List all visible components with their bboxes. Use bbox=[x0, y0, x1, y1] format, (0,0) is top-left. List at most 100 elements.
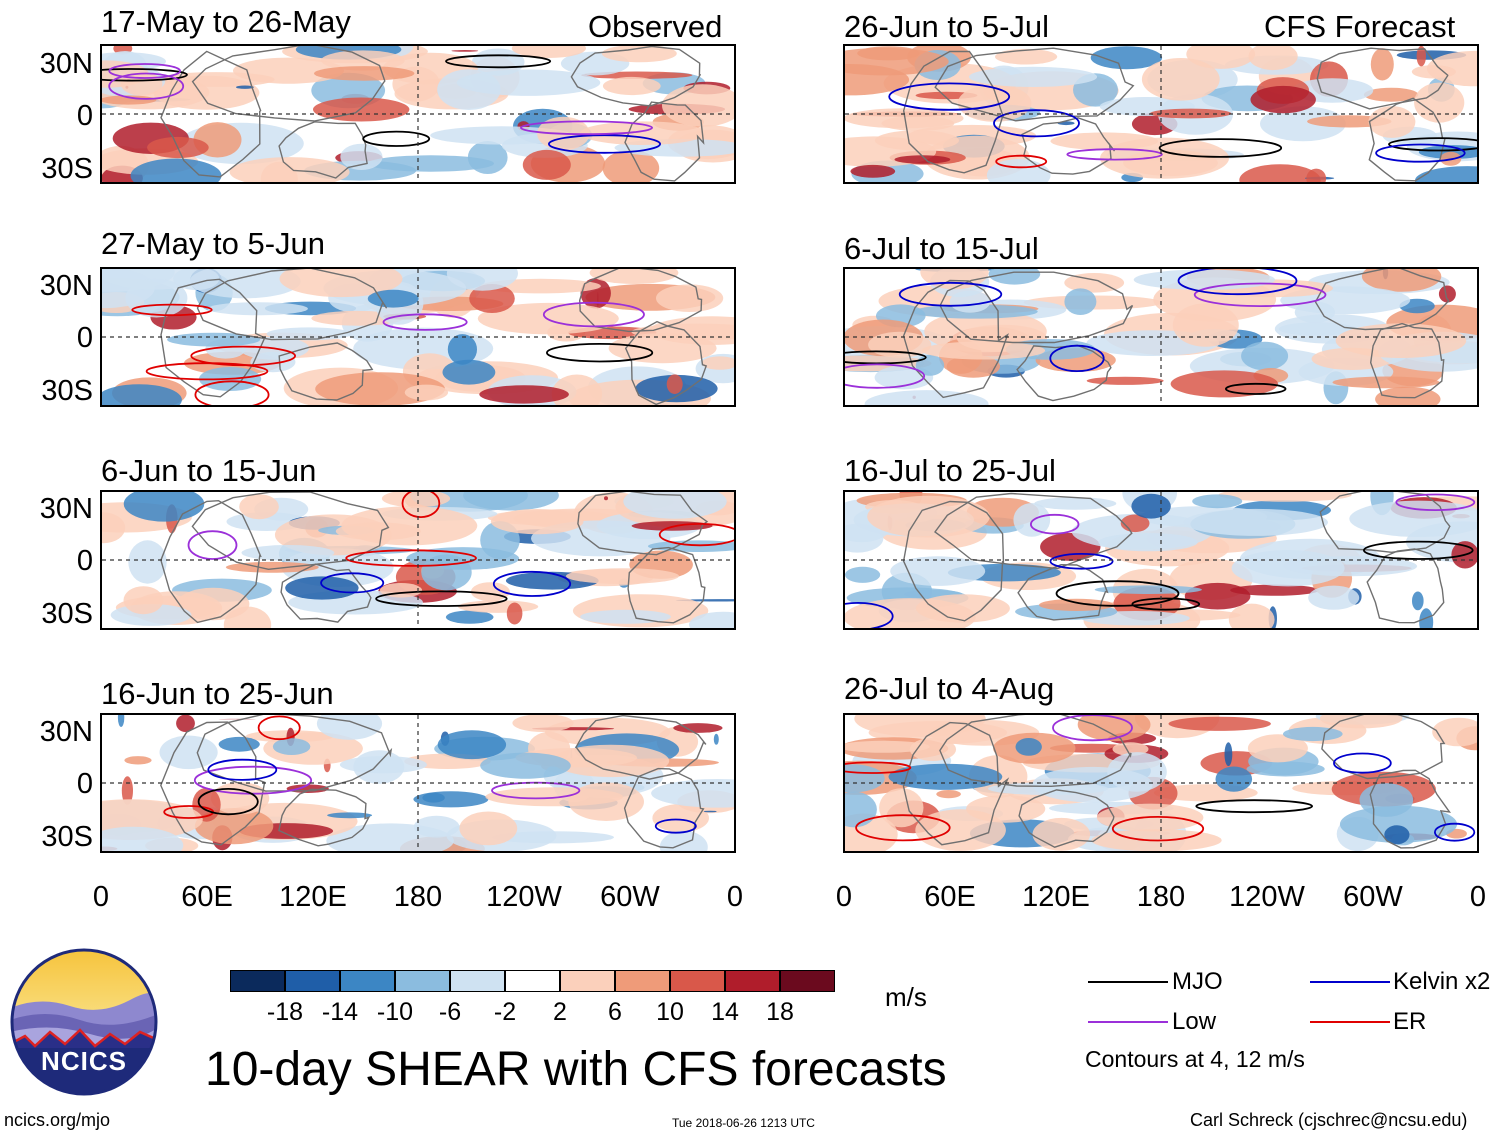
easterly-shear-blob bbox=[207, 302, 308, 316]
westerly-shear-blob bbox=[469, 284, 515, 313]
wave-contour bbox=[197, 788, 259, 816]
easterly-shear-blob bbox=[316, 715, 383, 740]
westerly-shear-blob bbox=[511, 46, 586, 58]
easterly-shear-blob bbox=[123, 492, 205, 522]
easterly-shear-blob bbox=[651, 779, 734, 808]
westerly-shear-blob bbox=[995, 48, 1058, 65]
map-panel-2 bbox=[100, 267, 736, 407]
westerly-shear-blob bbox=[102, 512, 126, 544]
coastline bbox=[627, 546, 706, 624]
westerly-shear-blob bbox=[1168, 716, 1271, 731]
westerly-shear-blob bbox=[1170, 370, 1278, 398]
westerly-shear-blob bbox=[1361, 269, 1442, 292]
easterly-shear-blob bbox=[367, 155, 495, 172]
coastline bbox=[939, 715, 1132, 788]
wave-contour bbox=[845, 363, 926, 389]
coastline bbox=[191, 492, 390, 571]
westerly-shear-blob bbox=[868, 331, 932, 358]
footer-url[interactable]: ncics.org/mjo bbox=[4, 1110, 111, 1130]
lon-label-right-0: 0 bbox=[835, 881, 853, 913]
colorbar-tick: 18 bbox=[766, 998, 794, 1026]
westerly-shear-blob bbox=[1432, 717, 1477, 747]
easterly-shear-blob bbox=[1215, 766, 1253, 792]
easterly-shear-blob bbox=[1246, 761, 1325, 777]
westerly-shear-blob bbox=[656, 284, 724, 312]
lat-label-30s-p1: 30S bbox=[41, 153, 93, 185]
westerly-shear-blob bbox=[915, 594, 1010, 623]
colorbar-box bbox=[340, 970, 395, 992]
shading-layer bbox=[102, 46, 734, 182]
westerly-shear-blob bbox=[176, 715, 195, 732]
westerly-shear-blob bbox=[608, 333, 717, 364]
easterly-shear-blob bbox=[340, 143, 383, 170]
legend-line-low bbox=[1088, 1021, 1168, 1023]
shading-layer bbox=[845, 269, 1477, 405]
wave-contour bbox=[1375, 143, 1466, 163]
shear-field bbox=[845, 492, 1477, 628]
easterly-shear-blob bbox=[272, 738, 311, 755]
westerly-shear-blob bbox=[854, 715, 986, 737]
easterly-shear-blob bbox=[1349, 500, 1477, 537]
westerly-shear-blob bbox=[1426, 50, 1477, 87]
westerly-shear-blob bbox=[1368, 106, 1416, 138]
lat-label-30n-p3: 30N bbox=[39, 493, 93, 525]
westerly-shear-blob bbox=[1414, 82, 1465, 123]
legend-label-low: Low bbox=[1172, 1008, 1217, 1035]
wave-contour bbox=[1055, 580, 1180, 607]
panel-title-6: 6-Jul to 15-Jul bbox=[844, 231, 1039, 266]
coastline bbox=[280, 563, 372, 623]
easterly-shear-blob bbox=[1015, 738, 1042, 756]
westerly-shear-blob bbox=[512, 715, 574, 732]
lon-label-left-0: 0 bbox=[92, 881, 110, 913]
wave-contour bbox=[1362, 540, 1474, 560]
westerly-shear-blob bbox=[1032, 817, 1091, 851]
coastline bbox=[623, 767, 705, 849]
colorbar-box bbox=[615, 970, 670, 992]
panel-title-1: 17-May to 26-May bbox=[101, 4, 351, 39]
westerly-shear-blob bbox=[602, 76, 661, 96]
westerly-shear-blob bbox=[1218, 492, 1352, 502]
map-panel-1 bbox=[100, 44, 736, 184]
easterly-shear-blob bbox=[1359, 783, 1414, 817]
colorbar-tick: -14 bbox=[321, 998, 359, 1026]
wave-contour bbox=[855, 814, 951, 842]
easterly-shear-blob bbox=[888, 763, 1003, 790]
westerly-shear-blob bbox=[589, 269, 679, 284]
coastline bbox=[1016, 344, 1112, 402]
shear-field bbox=[102, 492, 734, 628]
wave-contour bbox=[190, 345, 296, 367]
colorbar-box bbox=[285, 970, 340, 992]
coastline bbox=[934, 492, 1133, 570]
legend-line-mjo bbox=[1088, 981, 1168, 983]
westerly-shear-blob bbox=[1228, 603, 1275, 628]
easterly-shear-blob bbox=[442, 359, 496, 385]
coastline bbox=[160, 278, 266, 398]
easterly-shear-blob bbox=[327, 812, 373, 819]
wave-contour bbox=[547, 134, 661, 154]
westerly-shear-blob bbox=[381, 492, 451, 508]
forecast-label: CFS Forecast bbox=[1264, 9, 1456, 44]
easterly-shear-blob bbox=[713, 733, 719, 745]
footer-author: Carl Schreck (cjschrec@ncsu.edu) bbox=[1190, 1110, 1468, 1130]
easterly-shear-blob bbox=[1094, 585, 1202, 594]
westerly-shear-blob bbox=[313, 97, 410, 122]
wave-contour bbox=[492, 570, 572, 597]
easterly-shear-blob bbox=[1283, 556, 1418, 577]
easterly-shear-blob bbox=[988, 269, 1041, 285]
westerly-shear-blob bbox=[404, 384, 449, 401]
coastline bbox=[1366, 548, 1445, 624]
wave-contour bbox=[1158, 138, 1283, 158]
easterly-shear-blob bbox=[456, 69, 601, 96]
colorbar-box bbox=[395, 970, 450, 992]
westerly-shear-blob bbox=[1086, 376, 1164, 385]
westerly-shear-blob bbox=[314, 66, 415, 81]
easterly-shear-blob bbox=[623, 492, 727, 519]
easterly-shear-blob bbox=[1412, 591, 1424, 611]
easterly-shear-blob bbox=[102, 826, 184, 851]
easterly-shear-blob bbox=[117, 715, 125, 727]
westerly-shear-blob bbox=[874, 130, 959, 151]
ncics-logo: NCICS bbox=[10, 948, 158, 1096]
easterly-shear-blob bbox=[189, 269, 301, 299]
coastline bbox=[578, 269, 703, 333]
easterly-shear-blob bbox=[446, 269, 518, 291]
